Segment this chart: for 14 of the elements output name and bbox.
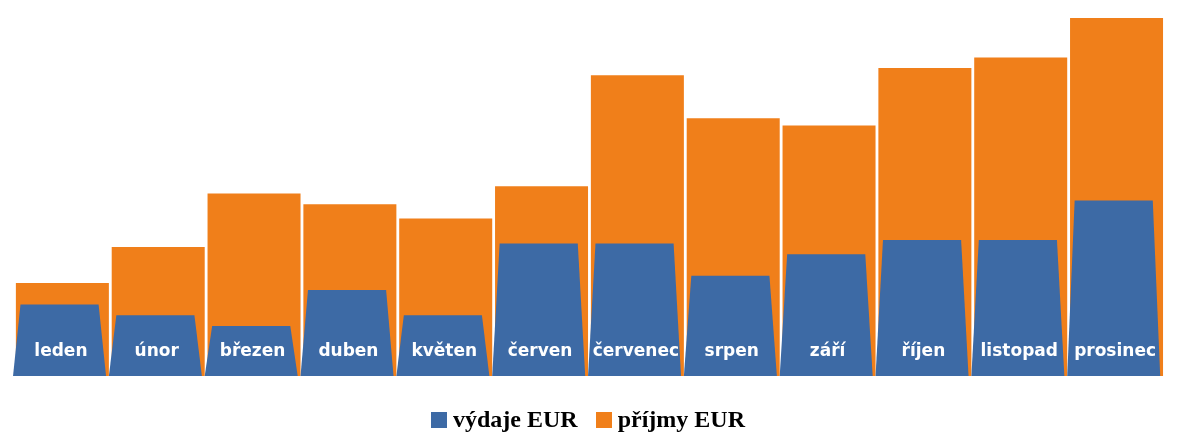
legend-label: příjmy EUR bbox=[617, 406, 745, 433]
x-tick-label: prosinec bbox=[1074, 340, 1157, 360]
x-tick-label: červen bbox=[507, 340, 573, 360]
legend-label: výdaje EUR bbox=[453, 406, 578, 433]
x-tick-label: listopad bbox=[980, 340, 1058, 360]
x-tick-label: duben bbox=[318, 340, 379, 360]
x-tick-label: červenec bbox=[592, 340, 680, 360]
x-tick-label: květen bbox=[411, 340, 478, 360]
x-tick-label: březen bbox=[219, 340, 286, 360]
x-tick-label: leden bbox=[34, 340, 88, 360]
x-tick-label: říjen bbox=[901, 340, 946, 360]
x-tick-label: srpen bbox=[704, 340, 759, 360]
x-tick-label: únor bbox=[134, 340, 180, 360]
x-tick-label: září bbox=[809, 340, 847, 360]
